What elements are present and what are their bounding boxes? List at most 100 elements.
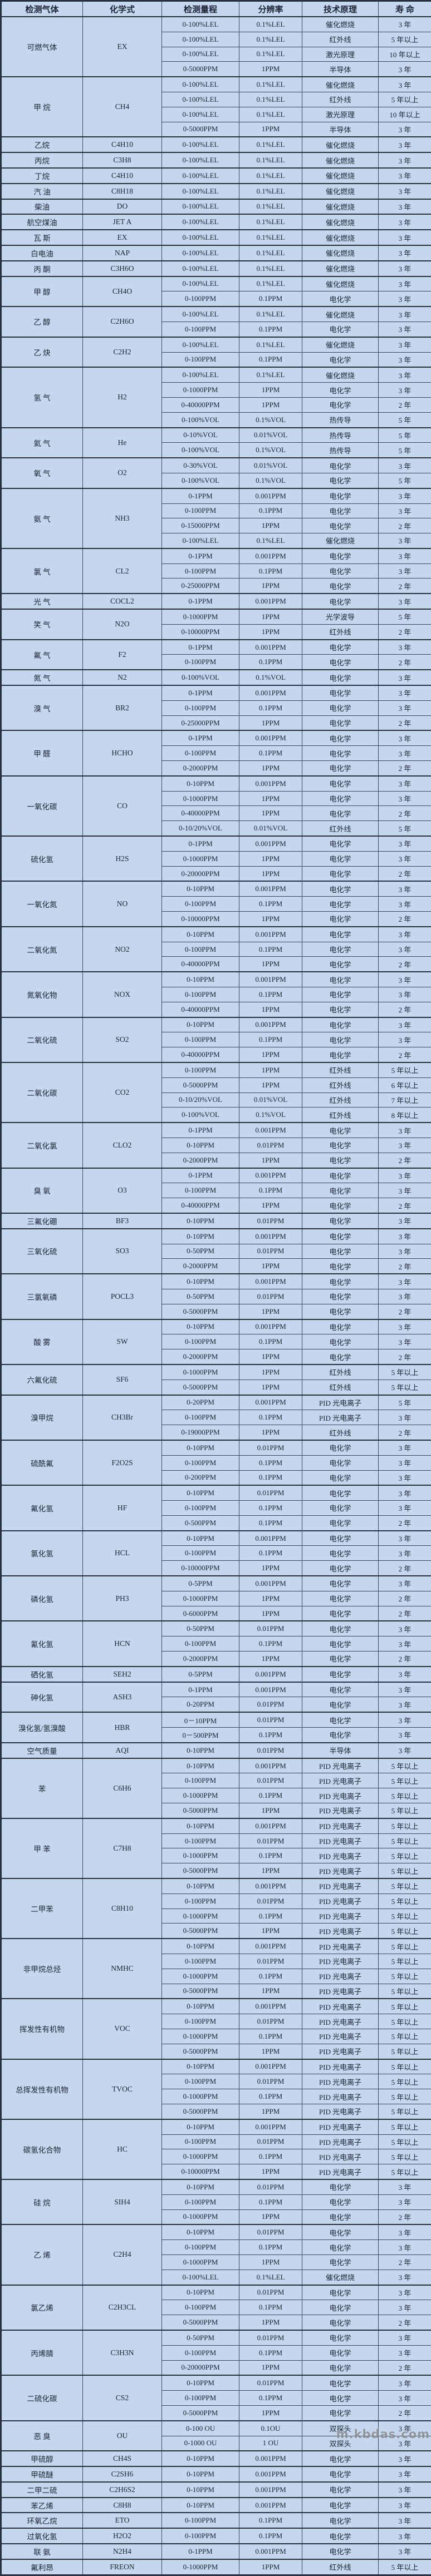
lifespan-cell: 2 年 <box>379 1515 431 1530</box>
resolution-cell: 0.001PPM <box>239 1168 302 1183</box>
principle-cell: 红外线 <box>302 1425 379 1440</box>
range-cell: 0-10PPM <box>162 2375 239 2390</box>
lifespan-cell: 5 年以上 <box>379 2164 431 2179</box>
formula-cell: C7H8 <box>83 1818 162 1878</box>
principle-cell: 电化学 <box>302 2179 379 2194</box>
range-cell: 0-1PPM <box>162 488 239 503</box>
range-cell: 0-10/20%VOL <box>162 1092 239 1107</box>
principle-cell: 电化学 <box>302 579 379 594</box>
lifespan-cell: 3 年 <box>379 291 431 306</box>
lifespan-cell: 2 年 <box>379 1304 431 1319</box>
formula-cell: AQI <box>83 1743 162 1758</box>
gas-name-cell: 一氧化碳 <box>1 776 83 836</box>
resolution-cell: 0.001PPM <box>239 640 302 655</box>
lifespan-cell: 3 年 <box>379 458 431 473</box>
range-cell: 0-10PPM <box>162 1213 239 1229</box>
formula-cell: FREON <box>83 2559 162 2575</box>
resolution-cell: 0.01%VOL <box>239 458 302 473</box>
resolution-cell: 0.1PPM <box>239 2300 302 2315</box>
formula-cell: NH3 <box>83 488 162 548</box>
gas-name-cell: 光 气 <box>1 594 83 609</box>
principle-cell: 电化学 <box>302 1304 379 1319</box>
formula-cell: SW <box>83 1319 162 1364</box>
range-cell: 0-1PPM <box>162 1682 239 1697</box>
range-cell: 0-2000PPM <box>162 1259 239 1274</box>
resolution-cell: 1PPM <box>239 1606 302 1621</box>
lifespan-cell: 5 年以上 <box>379 1773 431 1788</box>
resolution-cell: 0.1PPM <box>239 563 302 579</box>
formula-cell: BR2 <box>83 685 162 730</box>
resolution-cell: 0.01PPM <box>239 2179 302 2194</box>
resolution-cell: 0.1PPM <box>239 1032 302 1047</box>
principle-cell: 热传导 <box>302 412 379 427</box>
principle-cell: 电化学 <box>302 776 379 791</box>
lifespan-cell: 3 年 <box>379 168 431 184</box>
principle-cell: 双探头 <box>302 2436 379 2451</box>
gas-name-cell: 二硫化碳 <box>1 2375 83 2420</box>
range-cell: 0-15000PPM <box>162 518 239 533</box>
lifespan-cell: 5 年以上 <box>379 1969 431 1984</box>
range-cell: 0-100PPM <box>162 1636 239 1652</box>
range-cell: 0-10000PPM <box>162 2164 239 2179</box>
range-cell: 0-100PPM <box>162 1546 239 1561</box>
lifespan-cell: 3 年 <box>379 533 431 548</box>
principle-cell: 电化学 <box>302 2315 379 2330</box>
resolution-cell: 0.1PPM <box>239 503 302 518</box>
lifespan-cell: 5 年以上 <box>379 32 431 47</box>
resolution-cell: 0.01PPM <box>239 1893 302 1908</box>
range-cell: 0-10PPM <box>162 2482 239 2498</box>
resolution-cell: 0.001PPM <box>239 1667 302 1682</box>
range-cell: 0-100PPM <box>162 2528 239 2544</box>
resolution-cell: 0.01PPM <box>239 2330 302 2345</box>
resolution-cell: 0.1%LEL <box>239 367 302 382</box>
resolution-cell: 0.001PPM <box>239 836 302 851</box>
resolution-cell: 0.1%VOL <box>239 473 302 488</box>
range-cell: 0-10PPM <box>162 1878 239 1893</box>
lifespan-cell: 3 年 <box>379 1123 431 1138</box>
resolution-cell: 1PPM <box>239 1259 302 1274</box>
gas-name-cell: 二氧化硫 <box>1 1017 83 1062</box>
lifespan-cell: 2 年 <box>379 518 431 533</box>
range-cell: 0-1000PPM <box>162 383 239 398</box>
lifespan-cell: 5 年 <box>379 412 431 427</box>
range-cell: 0-1000PPM <box>162 2209 239 2224</box>
lifespan-cell: 3 年 <box>379 1697 431 1712</box>
lifespan-cell: 2 年 <box>379 715 431 730</box>
resolution-cell: 0.1PPM <box>239 2391 302 2406</box>
principle-cell: 电化学 <box>302 2391 379 2406</box>
range-cell: 0-10PPM <box>162 2224 239 2239</box>
resolution-cell: 0.001PPM <box>239 1319 302 1334</box>
range-cell: 0-100%LEL <box>162 230 239 245</box>
principle-cell: 电化学 <box>302 1501 379 1516</box>
range-cell: 0-100%LEL <box>162 168 239 184</box>
resolution-cell: 1PPM <box>239 1304 302 1319</box>
resolution-cell: 0.01PPM <box>239 1138 302 1153</box>
lifespan-cell: 3 年 <box>379 927 431 942</box>
range-cell: 0-100%VOL <box>162 443 239 458</box>
principle-cell: 电化学 <box>302 1244 379 1259</box>
lifespan-cell: 3 年 <box>379 2466 431 2482</box>
principle-cell: 催化燃烧 <box>302 214 379 230</box>
lifespan-cell: 3 年 <box>379 594 431 609</box>
principle-cell: 电化学 <box>302 746 379 761</box>
lifespan-cell: 2 年 <box>379 761 431 776</box>
formula-cell: H2 <box>83 367 162 427</box>
lifespan-cell: 3 年 <box>379 881 431 896</box>
range-cell: 0-100%LEL <box>162 17 239 32</box>
resolution-cell: 0.01%VOL <box>239 428 302 443</box>
lifespan-cell: 3 年 <box>379 730 431 745</box>
resolution-cell: 1PPM <box>239 2044 302 2059</box>
resolution-cell: 0.001PPM <box>239 1123 302 1138</box>
resolution-cell: 1PPM <box>239 397 302 412</box>
resolution-cell: 0.1PPM <box>239 2513 302 2528</box>
principle-cell: 电化学 <box>302 352 379 367</box>
resolution-cell: 0.1PPM <box>239 1728 302 1743</box>
gas-name-cell: 丙 酮 <box>1 261 83 276</box>
range-cell: 0-10000PPM <box>162 1561 239 1576</box>
resolution-cell: 0.1%LEL <box>239 2270 302 2285</box>
lifespan-cell: 2 年 <box>379 2209 431 2224</box>
